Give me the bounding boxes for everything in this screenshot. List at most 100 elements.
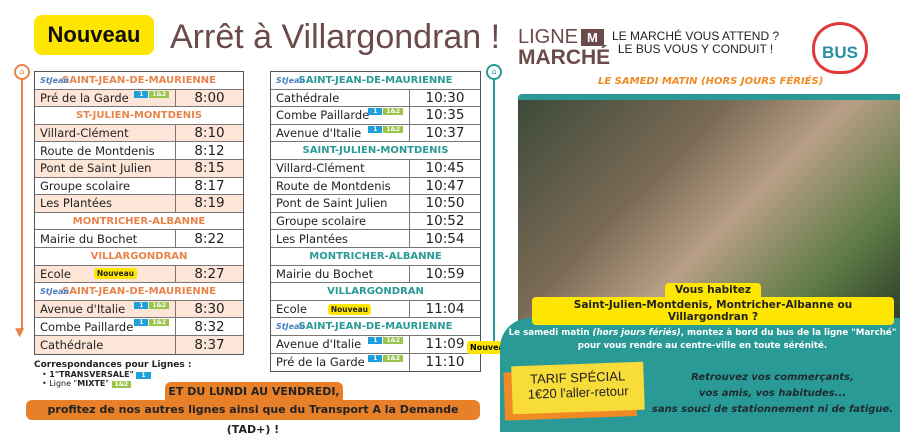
departure-time: 8:27 [194, 265, 225, 282]
weekday-banner-top: ET DU LUNDI AU VENDREDI, [165, 382, 343, 402]
stop-name: Pont de Saint Julien [271, 195, 410, 212]
timetable-row: Villard-Clément 10:45 [271, 159, 480, 178]
section-header: StJean SAINT-JEAN-DE-MAURIENNE [35, 72, 243, 90]
ligne-marche-logo: LIGNE M MARCHÉ [518, 26, 611, 69]
departure-time: 10:59 [425, 265, 465, 282]
timetable-row: Route de Montdenis 10:47 [271, 177, 480, 196]
section-label: SAINT-JEAN-DE-MAURIENNE [298, 321, 453, 333]
departure-time: 8:15 [194, 160, 225, 177]
timetable-row: Avenue d'Italie 1 1&2 8:30 [35, 300, 243, 319]
line-tags: 1 1&2 [368, 125, 403, 133]
new-stop-badge: Nouveau [93, 268, 137, 280]
departure-time: 8:00 [194, 89, 225, 106]
section-label: SAINT-JEAN-DE-MAURIENNE [298, 74, 453, 86]
return-timetable: StJean SAINT-JEAN-DE-MAURIENNE Cathédrale 1… [270, 71, 481, 373]
departure-time: 10:45 [425, 160, 465, 177]
weekday-banner-bottom: profitez de nos autres lignes ainsi que … [26, 400, 480, 436]
line-tags: 1 1&2 [368, 336, 403, 344]
departure-time: 8:32 [194, 318, 225, 335]
section-header: SAINT-JULIEN-MONTDENIS [271, 142, 480, 160]
stjean-logo: StJean [40, 75, 70, 85]
new-stop-badge: Nouveau [327, 303, 371, 315]
timetable-row: Ecole Nouveau 8:27 [35, 265, 243, 284]
departure-time: 8:17 [194, 177, 225, 194]
line-tags: 1 1&2 [134, 301, 169, 309]
correspondances-title: Correspondances pour Lignes : [34, 360, 192, 370]
timetable-row: Avenue d'Italie 1 1&2 10:37 [271, 124, 480, 143]
section-label: VILLARGONDRAN [90, 250, 188, 262]
timetable-row: Cathédrale 8:37 [35, 335, 243, 354]
section-header: StJean SAINT-JEAN-DE-MAURIENNE [271, 72, 480, 90]
timetable-row: Groupe scolaire 10:52 [271, 212, 480, 231]
timetable-row: Les Plantées 10:54 [271, 230, 480, 248]
departure-time: 11:10 [425, 354, 465, 371]
timetable-row: Pré de la Garde 1 1&2 8:00 [35, 89, 243, 108]
section-header: VILLARGONDRAN [35, 248, 243, 266]
stop-name: Cathédrale [35, 335, 176, 354]
outbound-timetable: StJean SAINT-JEAN-DE-MAURIENNE Pré de la G… [34, 71, 244, 355]
stop-name: Route de Montdenis [35, 142, 176, 159]
stjean-logo: StJean [276, 75, 306, 85]
stop-name: Groupe scolaire [35, 177, 176, 195]
stop-name: Combe Paillarde 1 1&2 [35, 318, 176, 335]
timetable-row: Cathédrale 10:30 [271, 89, 480, 108]
question-banner: Vous habitez Saint-Julien-Montdenis, Mon… [532, 283, 894, 325]
timetable-row: Combe Paillarde 1 1&2 10:35 [271, 107, 480, 125]
promo-text: Le samedi matin (hors jours fériés), mon… [508, 328, 897, 351]
departure-time: 10:50 [425, 195, 465, 212]
section-label: VILLARGONDRAN [327, 285, 424, 297]
stjean-logo: StJean [276, 322, 306, 332]
stop-name: Mairie du Bochet [35, 230, 176, 247]
departure-time: 10:47 [425, 177, 465, 194]
timetable-row: Groupe scolaire 8:17 [35, 177, 243, 196]
outbound-direction-line [21, 80, 23, 330]
departure-time: 8:30 [194, 301, 225, 318]
timetable-row: Route de Montdenis 8:12 [35, 142, 243, 160]
section-label: ST-JULIEN-MONTDENIS [75, 109, 203, 121]
departure-time: 11:09 [425, 336, 465, 353]
stop-name: Ecole Nouveau [271, 300, 410, 318]
departure-time: 10:30 [425, 89, 465, 106]
timetable-row: Pré de la Garde 1 1&2 11:10 [271, 353, 480, 372]
stop-name: Pré de la Garde 1 1&2 [271, 353, 410, 372]
section-header: ST-JULIEN-MONTDENIS [35, 107, 243, 125]
stop-name: Avenue d'Italie 1 1&2 [35, 300, 176, 318]
schedule-note: LE SAMEDI MATIN (HORS JOURS FÉRIÉS) [598, 76, 824, 87]
line-tags: 1 1&2 [368, 354, 403, 362]
timetable-row: Ecole Nouveau 11:04 [271, 300, 480, 319]
header-band [518, 94, 900, 102]
departure-time: 8:10 [194, 125, 225, 142]
line-tags: 1 1&2 [368, 108, 403, 116]
departure-time: 8:12 [194, 142, 225, 159]
correspondance-item: • 1"TRANSVERSALE" 1 [34, 370, 191, 379]
section-header: MONTRICHER-ALBANNE [35, 213, 243, 231]
departure-time: 11:04 [425, 301, 465, 318]
departure-time: 8:19 [194, 195, 225, 212]
stop-name: Pré de la Garde 1 1&2 [35, 89, 176, 107]
line-tags: 1 1&2 [134, 319, 169, 327]
stop-name: Villard-Clément [35, 124, 176, 142]
timetable-row: Pont de Saint Julien 8:15 [35, 159, 243, 178]
slogan: LE MARCHÉ VOUS ATTEND ? LE BUS VOUS Y CON… [612, 29, 780, 56]
stop-name: Avenue d'Italie 1 1&2 [271, 124, 410, 142]
stop-name: Groupe scolaire [271, 212, 410, 230]
section-label: MONTRICHER-ALBANNE [72, 215, 206, 227]
stop-name: Pont de Saint Julien [35, 159, 176, 177]
section-header: MONTRICHER-ALBANNE [271, 248, 480, 266]
return-direction-line [493, 80, 495, 345]
section-header: StJean SAINT-JEAN-DE-MAURIENNE [35, 283, 243, 301]
timetable-row: Pont de Saint Julien 10:50 [271, 195, 480, 213]
tarif-badge: TARIF SPÉCIAL 1€20 l'aller-retour [511, 361, 645, 415]
bus-stop-icon-return: ⌂ [486, 64, 502, 80]
section-header: StJean SAINT-JEAN-DE-MAURIENNE [271, 318, 480, 336]
stop-name: Route de Montdenis [271, 177, 410, 195]
promo-tagline: Retrouvez vos commerçants, vos amis, vos … [651, 372, 894, 415]
arrow-down-icon: ▼ [15, 325, 25, 339]
stop-name: Combe Paillarde 1 1&2 [271, 107, 410, 124]
departure-time: 10:54 [425, 230, 465, 247]
stop-name: Les Plantées [35, 195, 176, 212]
line-tags: 1 1&2 [134, 90, 169, 98]
departure-time: 8:22 [194, 230, 225, 247]
timetable-row: Mairie du Bochet 10:59 [271, 265, 480, 284]
departure-time: 10:35 [425, 107, 465, 124]
